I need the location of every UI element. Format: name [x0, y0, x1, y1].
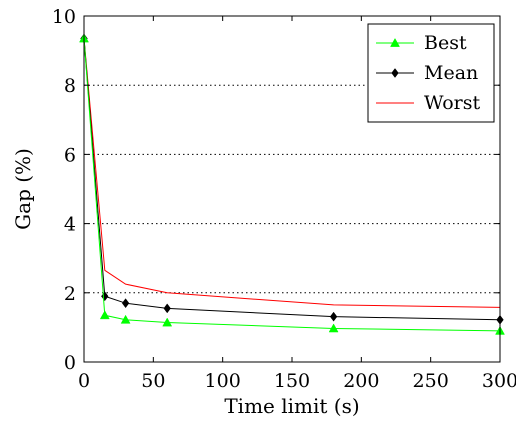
y-tick-label: 4 — [64, 214, 76, 236]
data-point-best — [328, 323, 339, 333]
data-point-mean — [121, 298, 130, 309]
y-tick-label: 10 — [52, 6, 76, 28]
x-tick-label: 100 — [205, 370, 241, 392]
data-point-mean — [329, 311, 338, 322]
legend: Best Mean Worst — [367, 23, 495, 123]
legend-item-worst: Worst — [376, 92, 481, 114]
x-tick-label: 50 — [141, 370, 165, 392]
y-axis-label: Gap (%) — [11, 148, 35, 230]
x-tick-label: 150 — [274, 370, 310, 392]
legend-marker-best — [390, 37, 400, 47]
legend-label-worst: Worst — [424, 92, 481, 114]
series-worst — [83, 38, 501, 308]
data-point-best — [120, 314, 131, 324]
legend-item-mean: Mean — [376, 62, 478, 84]
series-line-best — [83, 38, 501, 332]
y-tick-label: 0 — [64, 352, 76, 374]
data-point-best — [99, 310, 110, 320]
y-tick-label: 2 — [64, 283, 76, 305]
series-line-mean — [83, 38, 501, 321]
series-layer — [79, 33, 505, 335]
y-tick-label: 8 — [64, 75, 76, 97]
x-tick-label: 300 — [482, 370, 516, 392]
legend-label-mean: Mean — [424, 62, 478, 84]
x-tick-label: 0 — [78, 370, 90, 392]
series-best — [79, 33, 505, 335]
x-axis-label: Time limit (s) — [224, 394, 359, 418]
legend-item-best: Best — [376, 32, 467, 54]
data-point-best — [162, 317, 173, 327]
x-tick-label: 200 — [343, 370, 379, 392]
y-tick-label: 6 — [64, 144, 76, 166]
series-line-worst — [83, 38, 501, 308]
data-point-mean — [163, 303, 171, 314]
x-tick-label: 250 — [413, 370, 449, 392]
legend-label-best: Best — [424, 32, 467, 54]
legend-marker-mean — [391, 68, 399, 78]
